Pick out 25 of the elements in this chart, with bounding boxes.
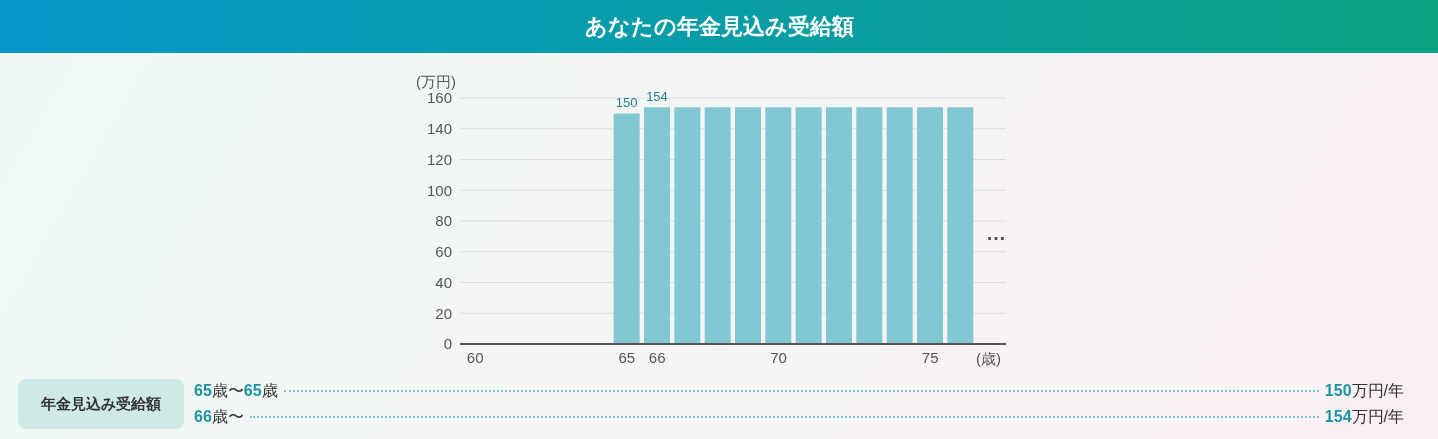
text: 65歳〜65歳 — [194, 381, 278, 399]
y-tick-label: 160 — [426, 89, 452, 107]
y-tick-label: 20 — [435, 304, 452, 322]
y-tick-label: 60 — [435, 243, 452, 261]
text: 154万円/年 — [1324, 407, 1404, 425]
data-label: 150 — [615, 95, 638, 111]
data-label: 154 — [646, 89, 668, 105]
x-axis-title: (歳) — [976, 350, 1001, 369]
y-tick-label: 80 — [435, 212, 452, 230]
chart-title: あなたの年金見込み受給額 — [0, 0, 1438, 53]
y-tick-label: 100 — [426, 181, 452, 199]
x-tick-label: 65 — [618, 348, 636, 366]
y-axis-title: (万円) — [416, 73, 456, 92]
y-tick-label: 140 — [426, 120, 452, 138]
y-tick-label: 120 — [426, 150, 452, 168]
y-tick-label: 40 — [435, 273, 452, 291]
text: 年金見込み受給額 — [18, 379, 184, 429]
x-tick-label: 75 — [921, 348, 939, 366]
y-tick-label: 0 — [443, 335, 452, 353]
annotation: … — [986, 222, 1006, 245]
text: 150万円/年 — [1324, 381, 1404, 399]
x-tick-label: 70 — [770, 348, 787, 366]
text: 66歳〜 — [194, 407, 244, 425]
x-tick-label: 66 — [648, 348, 666, 366]
x-tick-label: 60 — [466, 348, 484, 366]
